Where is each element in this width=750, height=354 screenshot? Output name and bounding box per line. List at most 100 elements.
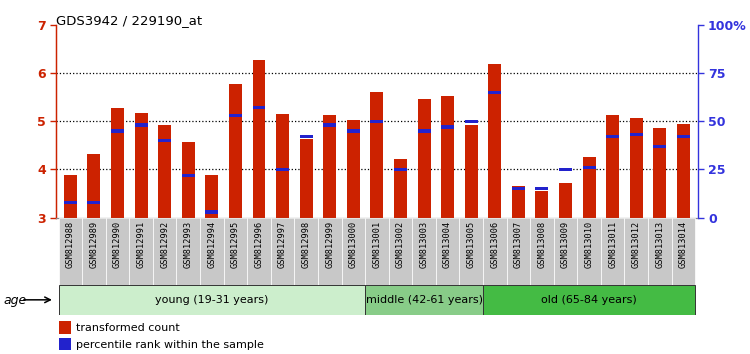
Bar bbox=[318, 218, 341, 285]
Text: young (19-31 years): young (19-31 years) bbox=[155, 295, 268, 305]
Bar bbox=[200, 218, 223, 285]
Bar bbox=[323, 115, 336, 218]
Text: GSM812993: GSM812993 bbox=[184, 221, 193, 268]
Bar bbox=[465, 120, 478, 123]
Bar bbox=[253, 106, 266, 109]
Bar bbox=[559, 183, 572, 218]
Bar bbox=[394, 159, 407, 218]
Text: GSM812999: GSM812999 bbox=[326, 221, 334, 268]
Text: transformed count: transformed count bbox=[76, 322, 180, 332]
Bar bbox=[58, 218, 82, 285]
Text: GSM812988: GSM812988 bbox=[66, 221, 75, 268]
Bar bbox=[276, 114, 289, 218]
Bar bbox=[676, 124, 690, 218]
Bar bbox=[488, 91, 501, 94]
Bar bbox=[370, 120, 383, 123]
Bar bbox=[512, 186, 525, 218]
Bar bbox=[506, 218, 530, 285]
Text: GSM813003: GSM813003 bbox=[419, 221, 428, 268]
Bar bbox=[271, 218, 294, 285]
Bar bbox=[206, 175, 218, 218]
Bar bbox=[483, 285, 695, 315]
Bar bbox=[418, 98, 430, 218]
Text: GSM812995: GSM812995 bbox=[231, 221, 240, 268]
Bar bbox=[346, 120, 360, 218]
Bar bbox=[88, 154, 100, 218]
Text: GSM813000: GSM813000 bbox=[349, 221, 358, 268]
Bar bbox=[583, 158, 596, 218]
Text: GSM812990: GSM812990 bbox=[113, 221, 122, 268]
Bar bbox=[648, 218, 671, 285]
Bar bbox=[106, 218, 129, 285]
Bar bbox=[536, 187, 548, 190]
Text: GSM813001: GSM813001 bbox=[372, 221, 381, 268]
Bar bbox=[606, 115, 619, 218]
Bar bbox=[441, 125, 454, 129]
Bar bbox=[653, 145, 666, 148]
Bar bbox=[483, 218, 506, 285]
Bar bbox=[253, 59, 266, 218]
Bar bbox=[530, 218, 554, 285]
Bar bbox=[176, 218, 200, 285]
Bar bbox=[248, 218, 271, 285]
Bar bbox=[341, 218, 365, 285]
Bar bbox=[82, 218, 106, 285]
Bar bbox=[365, 218, 388, 285]
Bar bbox=[653, 127, 666, 218]
Bar bbox=[630, 118, 643, 218]
Bar bbox=[676, 135, 690, 138]
Bar bbox=[441, 96, 454, 218]
Bar bbox=[601, 218, 625, 285]
Bar bbox=[158, 125, 171, 218]
Bar bbox=[346, 129, 360, 133]
Text: GSM812992: GSM812992 bbox=[160, 221, 170, 268]
Text: GSM813005: GSM813005 bbox=[466, 221, 476, 268]
Text: GSM813006: GSM813006 bbox=[490, 221, 500, 268]
Bar bbox=[413, 218, 436, 285]
Bar bbox=[536, 191, 548, 218]
Bar bbox=[111, 129, 124, 133]
Bar bbox=[182, 142, 195, 218]
Bar bbox=[59, 321, 71, 334]
Bar bbox=[465, 125, 478, 218]
Bar bbox=[583, 166, 596, 169]
Bar bbox=[59, 338, 71, 351]
Text: GSM812991: GSM812991 bbox=[136, 221, 146, 268]
Bar bbox=[625, 218, 648, 285]
Text: GSM812998: GSM812998 bbox=[302, 221, 310, 268]
Bar bbox=[323, 124, 336, 127]
Text: GSM812996: GSM812996 bbox=[254, 221, 263, 268]
Text: middle (42-61 years): middle (42-61 years) bbox=[365, 295, 482, 305]
Text: GSM813013: GSM813013 bbox=[656, 221, 664, 268]
Bar bbox=[64, 201, 77, 204]
Bar bbox=[229, 84, 242, 218]
Text: GSM812989: GSM812989 bbox=[89, 221, 98, 268]
Text: age: age bbox=[4, 294, 27, 307]
Text: GSM813011: GSM813011 bbox=[608, 221, 617, 268]
Bar bbox=[135, 113, 148, 218]
Bar bbox=[394, 168, 407, 171]
Bar bbox=[436, 218, 460, 285]
Bar bbox=[129, 218, 153, 285]
Bar bbox=[58, 285, 365, 315]
Bar bbox=[671, 218, 695, 285]
Bar bbox=[111, 108, 124, 218]
Bar bbox=[630, 133, 643, 136]
Text: GSM813008: GSM813008 bbox=[538, 221, 547, 268]
Text: GSM813014: GSM813014 bbox=[679, 221, 688, 268]
Bar bbox=[64, 175, 77, 218]
Text: GSM813004: GSM813004 bbox=[443, 221, 452, 268]
Bar bbox=[365, 285, 483, 315]
Bar bbox=[276, 168, 289, 171]
Bar bbox=[206, 210, 218, 213]
Text: GSM812997: GSM812997 bbox=[278, 221, 287, 268]
Bar bbox=[554, 218, 578, 285]
Text: GSM813012: GSM813012 bbox=[632, 221, 640, 268]
Text: old (65-84 years): old (65-84 years) bbox=[542, 295, 637, 305]
Bar bbox=[224, 218, 248, 285]
Bar bbox=[182, 173, 195, 177]
Bar bbox=[370, 92, 383, 218]
Bar bbox=[229, 114, 242, 117]
Bar bbox=[512, 187, 525, 190]
Text: GSM813009: GSM813009 bbox=[561, 221, 570, 268]
